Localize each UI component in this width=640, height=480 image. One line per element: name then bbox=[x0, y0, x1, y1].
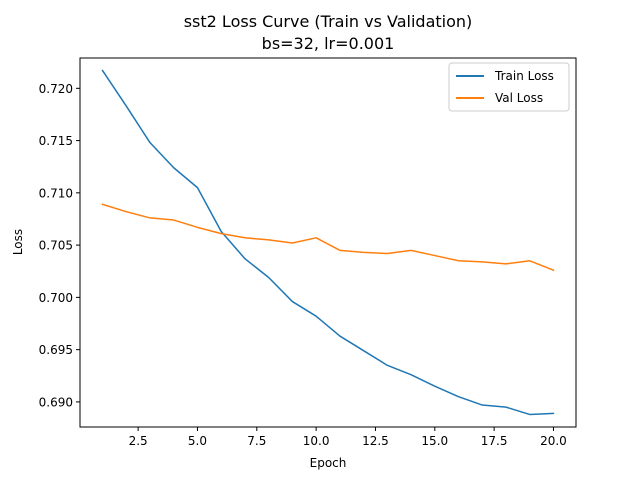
series-line-train-loss bbox=[101, 69, 555, 416]
x-tick-label: 7.5 bbox=[247, 434, 266, 448]
x-tick-label: 10.0 bbox=[303, 434, 330, 448]
x-tick-label: 2.5 bbox=[129, 434, 148, 448]
plot-area-frame bbox=[79, 57, 577, 428]
y-tick-label: 0.700 bbox=[39, 291, 73, 305]
x-axis-label: Epoch bbox=[310, 456, 347, 470]
y-axis-label: Loss bbox=[11, 229, 25, 255]
y-tick-label: 0.720 bbox=[39, 82, 73, 96]
x-tick-label: 5.0 bbox=[188, 434, 207, 448]
x-tick-label: 15.0 bbox=[421, 434, 448, 448]
legend: Train Loss Val Loss bbox=[448, 62, 570, 112]
y-tick-label: 0.710 bbox=[39, 186, 73, 200]
y-tick-label: 0.695 bbox=[39, 343, 73, 357]
y-tick-label: 0.705 bbox=[39, 239, 73, 253]
legend-label-val-loss: Val Loss bbox=[495, 91, 543, 105]
legend-label-train-loss: Train Loss bbox=[494, 69, 554, 83]
x-axis: 2.5 5.0 7.5 10.0 12.5 15.0 17.5 20.0 bbox=[129, 427, 567, 448]
y-axis: 0.690 0.695 0.700 0.705 0.710 0.715 0.720 bbox=[39, 82, 80, 409]
chart-title: sst2 Loss Curve (Train vs Validation) bbox=[184, 12, 473, 31]
y-tick-label: 0.715 bbox=[39, 134, 73, 148]
x-tick-label: 20.0 bbox=[540, 434, 567, 448]
y-tick-label: 0.690 bbox=[39, 395, 73, 409]
x-tick-label: 12.5 bbox=[362, 434, 389, 448]
series-line-val-loss bbox=[101, 203, 555, 272]
chart-subtitle: bs=32, lr=0.001 bbox=[262, 34, 395, 53]
x-tick-label: 17.5 bbox=[481, 434, 508, 448]
plot-lines bbox=[101, 69, 555, 416]
